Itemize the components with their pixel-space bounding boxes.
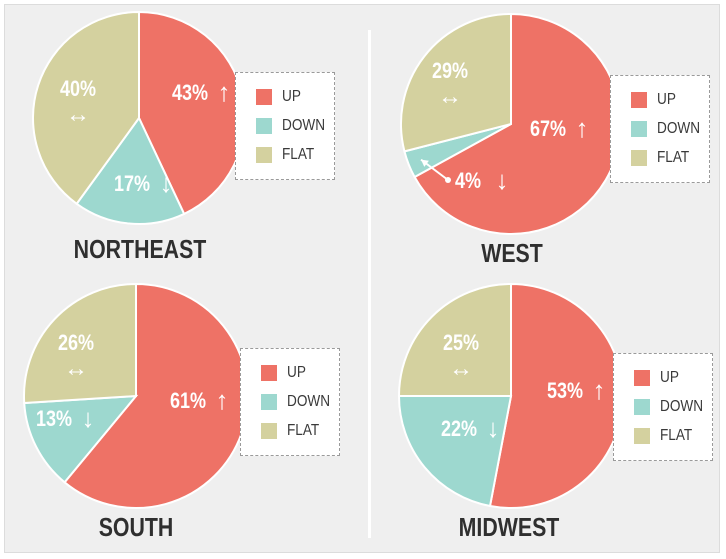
legend-item-up: UP	[256, 87, 304, 107]
legend-label-down: DOWN	[660, 398, 704, 415]
down-arrow-icon: ↓	[487, 413, 500, 443]
panel-divider	[368, 30, 371, 538]
down-arrow-icon: ↓	[82, 403, 95, 433]
pie-slice-up	[413, 12, 622, 235]
panel-west: 67% ↑ 4% ↓ 29% ↔ WEST UP DOWN FLAT	[392, 8, 726, 270]
slice-label-flat: 26%↔	[58, 331, 94, 382]
legend-swatch-flat	[634, 428, 650, 444]
slice-value-down: 4%	[455, 169, 481, 193]
slice-label-down: 13% ↓	[36, 403, 95, 433]
down-arrow-icon: ↓	[496, 165, 509, 195]
pie-south: 61% ↑ 13% ↓ 26%↔	[23, 282, 249, 509]
flat-arrow-icon: ↔	[64, 355, 88, 382]
slice-value-flat: 29%	[432, 59, 468, 83]
legend-item-down: DOWN	[634, 397, 711, 417]
legend-northeast: UP DOWN FLAT	[235, 72, 335, 180]
slice-label-up: 67% ↑	[530, 113, 589, 143]
leader-arrowhead	[420, 159, 429, 167]
pie-slice-flat	[23, 282, 137, 405]
region-title-west: WEST	[481, 238, 543, 268]
pie-slice-flat	[397, 282, 512, 397]
legend-midwest: UP DOWN FLAT	[613, 353, 713, 461]
flat-arrow-icon: ↔	[449, 355, 473, 382]
slice-label-flat: 29%↔	[432, 59, 468, 110]
slice-label-flat: 25%↔	[443, 331, 479, 382]
leader-dot	[445, 177, 451, 183]
legend-swatch-down	[256, 118, 272, 134]
legend-label-down: DOWN	[657, 120, 701, 137]
legend-label-flat: FLAT	[287, 422, 320, 439]
legend-item-down: DOWN	[256, 116, 333, 136]
legend-item-down: DOWN	[631, 119, 708, 139]
legend-west: UP DOWN FLAT	[610, 75, 710, 183]
panel-midwest: 53% ↑ 22% ↓ 25% ↔ MIDWEST UP DOWN FLAT	[389, 280, 726, 542]
pie-northeast: 43% ↑ 17% ↓ 40%↔	[32, 10, 246, 225]
legend-item-flat: FLAT	[256, 145, 320, 165]
legend-label-up: UP	[282, 88, 301, 105]
legend-item-flat: FLAT	[261, 421, 325, 441]
region-title-south: SOUTH	[98, 512, 174, 542]
slice-label-up: 61% ↑	[170, 385, 229, 415]
up-arrow-icon: ↑	[593, 375, 606, 405]
legend-item-up: UP	[631, 90, 679, 110]
slice-value-down: 17%	[114, 172, 150, 196]
legend-item-flat: FLAT	[634, 426, 698, 446]
legend-swatch-flat	[631, 150, 647, 166]
legend-swatch-down	[261, 394, 277, 410]
panel-northeast: 43% ↑ 17% ↓ 40% ↔ NORTHEAST UP DOWN FLAT	[20, 8, 360, 270]
legend-label-up: UP	[660, 369, 679, 386]
legend-item-flat: FLAT	[631, 148, 695, 168]
legend-label-down: DOWN	[287, 393, 331, 410]
slice-label-down: 22% ↓	[441, 413, 500, 443]
slice-value-up: 67%	[530, 117, 566, 141]
legend-label-up: UP	[657, 91, 676, 108]
slice-value-down: 13%	[36, 407, 72, 431]
up-arrow-icon: ↑	[216, 385, 229, 415]
legend-swatch-up	[631, 92, 647, 108]
legend-label-up: UP	[287, 364, 306, 381]
legend-swatch-flat	[261, 423, 277, 439]
legend-item-down: DOWN	[261, 392, 338, 412]
pie-slice-down	[75, 116, 186, 225]
pie-west: 67% ↑ 4% ↓ 29%↔	[400, 12, 622, 235]
slice-label-up: 43% ↑	[172, 77, 231, 107]
legend-swatch-up	[634, 370, 650, 386]
legend-swatch-flat	[256, 147, 272, 163]
flat-arrow-icon: ↔	[438, 83, 462, 110]
pie-midwest: 53% ↑ 22% ↓ 25%↔	[397, 282, 624, 509]
slice-value-flat: 26%	[58, 331, 94, 355]
legend-swatch-down	[631, 121, 647, 137]
legend-label-flat: FLAT	[282, 146, 315, 163]
slice-value-up: 61%	[170, 389, 206, 413]
legend-label-flat: FLAT	[657, 149, 690, 166]
slice-value-up: 53%	[547, 379, 583, 403]
pie-slice-down	[397, 395, 513, 508]
panel-south: 61% ↑ 13% ↓ 26% ↔ SOUTH UP DOWN FLAT	[14, 280, 354, 542]
legend-label-flat: FLAT	[660, 427, 693, 444]
up-arrow-icon: ↑	[576, 113, 589, 143]
flat-arrow-icon: ↔	[66, 101, 90, 128]
pie-slice-flat	[400, 12, 512, 153]
down-arrow-icon: ↓	[160, 168, 173, 198]
region-title-northeast: NORTHEAST	[73, 234, 207, 264]
legend-swatch-up	[256, 89, 272, 105]
slice-label-down: 17% ↓	[114, 168, 173, 198]
legend-swatch-up	[261, 365, 277, 381]
legend-south: UP DOWN FLAT	[240, 348, 340, 456]
pie-slice-down	[23, 394, 139, 484]
slice-value-flat: 40%	[60, 77, 96, 101]
slice-value-up: 43%	[172, 81, 208, 105]
legend-item-up: UP	[634, 368, 682, 388]
slice-label-up: 53% ↑	[547, 375, 606, 405]
slice-label-down: 4% ↓	[455, 165, 509, 195]
region-title-midwest: MIDWEST	[458, 512, 560, 542]
up-arrow-icon: ↑	[218, 77, 231, 107]
slice-value-down: 22%	[441, 417, 477, 441]
pie-slice-flat	[32, 10, 140, 206]
slice-label-flat: 40%↔	[60, 77, 96, 128]
legend-item-up: UP	[261, 363, 309, 383]
legend-label-down: DOWN	[282, 117, 326, 134]
slice-value-flat: 25%	[443, 331, 479, 355]
legend-swatch-down	[634, 399, 650, 415]
